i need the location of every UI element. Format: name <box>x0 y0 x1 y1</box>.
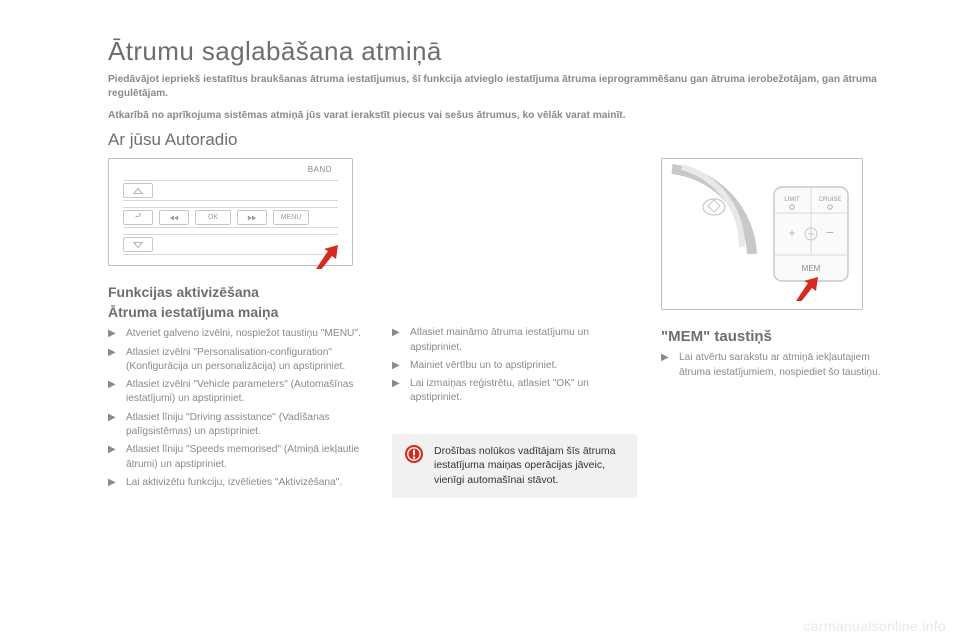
list-item: Atlasiet maināmo ātruma iestatījumu un a… <box>410 326 637 355</box>
bullet-icon: ▶ <box>392 359 402 373</box>
radio-button-row-mid: ⮐ OK MENU <box>123 207 338 228</box>
list-item: Lai atvērtu sarakstu ar atmiņā iekļautaj… <box>679 351 891 380</box>
bullet-icon: ▶ <box>108 476 118 490</box>
safety-note: Drošības nolūkos vadītājam šīs ātruma ie… <box>392 434 637 498</box>
wheel-label-cruise: CRUISE <box>819 197 842 203</box>
page-title: Ātrumu saglabāšana atmiņā <box>108 36 904 67</box>
radio-key-back: ⮐ <box>123 210 153 225</box>
radio-panel-figure: BAND ⮐ OK <box>108 158 353 266</box>
mid-bullets: ▶ Atlasiet maināmo ātruma iestatījumu un … <box>392 326 637 405</box>
radio-key-rew <box>159 210 189 225</box>
intro-line-1: Piedāvājot iepriekš iestatītus braukšana… <box>108 73 888 101</box>
list-item: Atveriet galveno izvēlni, nospiežot taus… <box>126 327 361 341</box>
block1-title-a: Funkcijas aktivizēšana <box>108 284 368 302</box>
red-arrow-mem <box>792 277 820 301</box>
list-item: Atlasiet līniju "Driving assistance" (Va… <box>126 411 368 440</box>
bullet-icon: ▶ <box>392 377 402 406</box>
mem-bullets: ▶ Lai atvērtu sarakstu ar atmiņā iekļauta… <box>661 351 891 380</box>
warning-icon <box>404 444 424 464</box>
columns: BAND ⮐ OK <box>108 158 904 497</box>
radio-key-up <box>123 183 153 198</box>
list-item: Atlasiet izvēlni "Personalisation-config… <box>126 346 368 375</box>
radio-key-menu: MENU <box>273 210 309 225</box>
list-item: Atlasiet līniju "Speeds memorised" (Atmi… <box>126 443 368 472</box>
bullet-icon: ▶ <box>661 351 671 380</box>
svg-text:+: + <box>788 226 795 240</box>
mem-heading: "MEM" taustiņš <box>661 328 891 345</box>
radio-key-down <box>123 237 153 252</box>
radio-button-row-bot <box>123 234 338 255</box>
left-bullets: ▶ Atveriet galveno izvēlni, nospiežot tau… <box>108 327 368 490</box>
bullet-icon: ▶ <box>392 326 402 355</box>
bullet-icon: ▶ <box>108 346 118 375</box>
radio-band-label: BAND <box>308 165 332 174</box>
column-mid: ▶ Atlasiet maināmo ātruma iestatījumu un … <box>392 158 637 497</box>
list-item: Atlasiet izvēlni "Vehicle parameters" (A… <box>126 378 368 407</box>
svg-text:−: − <box>826 224 834 240</box>
bullet-icon: ▶ <box>108 411 118 440</box>
list-item: Mainiet vērtību un to apstipriniet. <box>410 359 557 373</box>
footer-watermark: carmanualsonline.info <box>804 618 947 634</box>
block1-title-b: Ātruma iestatījuma maiņa <box>108 304 368 322</box>
wheel-label-limit: LIMIT <box>784 197 800 203</box>
back-icon: ⮐ <box>135 212 141 223</box>
intro-line-2: Atkarībā no aprīkojuma sistēmas atmiņā j… <box>108 109 888 123</box>
radio-button-row-top <box>123 180 338 201</box>
radio-key-ok: OK <box>195 210 231 225</box>
radio-key-fwd <box>237 210 267 225</box>
column-right: LIMIT CRUISE + − MEM <box>661 158 891 384</box>
bullet-icon: ▶ <box>108 327 118 341</box>
column-left: BAND ⮐ OK <box>108 158 368 494</box>
red-arrow-menu <box>312 245 340 269</box>
subheading: Ar jūsu Autoradio <box>108 130 904 150</box>
steering-wheel-figure: LIMIT CRUISE + − MEM <box>661 158 863 310</box>
wheel-label-mem: MEM <box>802 264 821 273</box>
bullet-icon: ▶ <box>108 443 118 472</box>
safety-note-text: Drošības nolūkos vadītājam šīs ātruma ie… <box>434 444 625 488</box>
bullet-icon: ▶ <box>108 378 118 407</box>
list-item: Lai izmaiņas reģistrētu, atlasiet "OK" u… <box>410 377 637 406</box>
list-item: Lai aktivizētu funkciju, izvēlieties "Ak… <box>126 476 342 490</box>
